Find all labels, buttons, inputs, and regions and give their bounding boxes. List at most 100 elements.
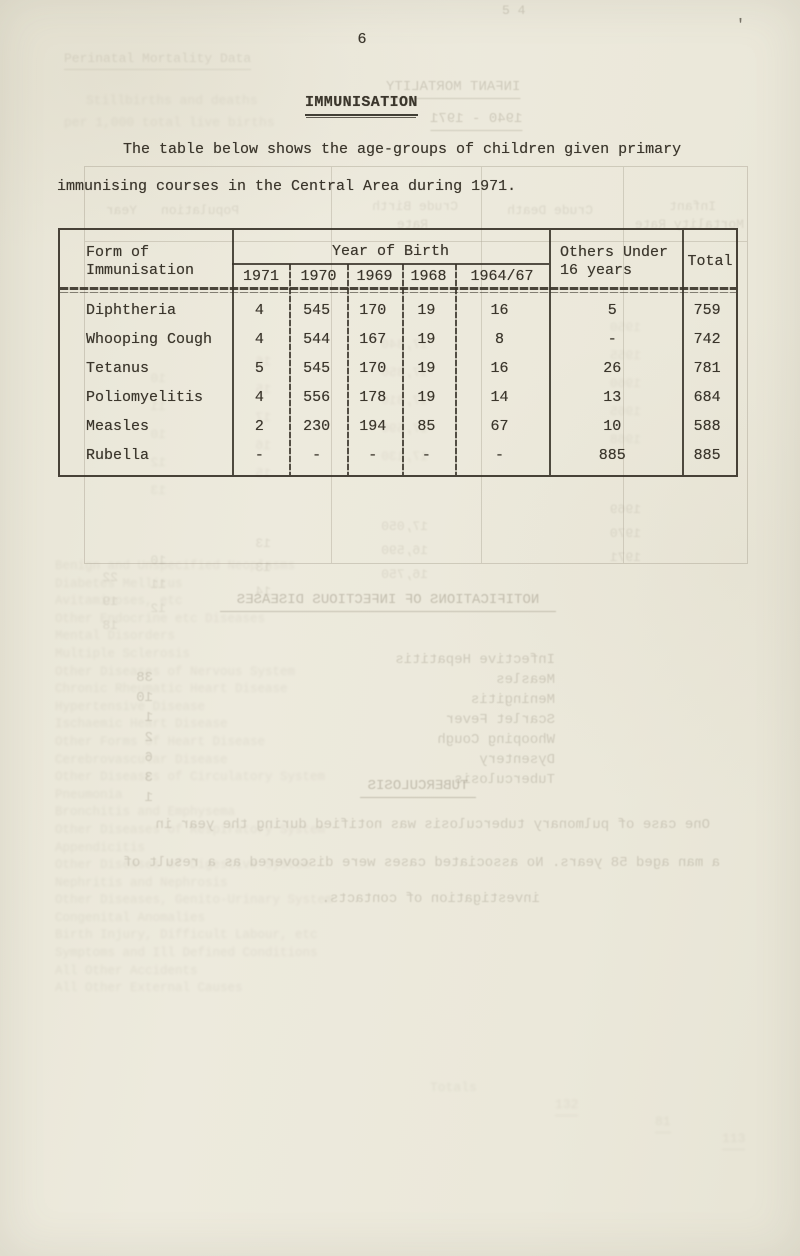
cell: 5 xyxy=(607,302,617,319)
intro-paragraph-line2: immunising courses in the Central Area d… xyxy=(57,178,517,195)
bleed-totals-value: 113 xyxy=(722,1130,746,1150)
bleed-list-item: Benign and Unspecified Neoplasms xyxy=(55,559,296,573)
bleed-list-item: All Other Accidents xyxy=(55,963,198,978)
cell: 8 xyxy=(494,331,504,348)
table-rule xyxy=(232,230,234,475)
cell: - xyxy=(254,447,264,464)
bleed-list-item: Other Diseases, Genito-Urinary System xyxy=(55,893,333,908)
bleed-list-item: Multiple Sclerosis xyxy=(55,646,191,661)
table-rule xyxy=(347,264,349,475)
bleed-list-item: Congenital Anomalies xyxy=(55,910,206,925)
bleed-list-item: Other Endocrine etc Diseases xyxy=(55,611,266,626)
cell: 13 xyxy=(603,389,622,406)
cell: 178 xyxy=(359,389,387,406)
bleed-list-item: Chronic Rheumatic Heart Disease xyxy=(55,682,288,697)
table-row-poliomyelitis: Poliomyelitis 4 556 178 19 14 13 684 xyxy=(60,383,736,412)
column-header-total: Total xyxy=(687,253,733,270)
bleed-list-item: Birth Injury, Difficult Labour, etc xyxy=(55,928,318,943)
cell: 4 xyxy=(254,389,264,406)
bleed-list-item: Hypertensive Disease xyxy=(55,699,206,714)
cell: - xyxy=(368,447,378,464)
bleed-grid-line xyxy=(481,167,482,563)
cell: 759 xyxy=(693,302,721,319)
table-rule xyxy=(455,264,457,475)
bleed-list-item: Symptoms and Ill Defined Conditions xyxy=(55,946,318,961)
cell: 545 xyxy=(303,360,331,377)
cell: 167 xyxy=(359,331,387,348)
table-rule xyxy=(549,230,551,475)
cell: 170 xyxy=(359,360,387,377)
column-header-form-of: Form of xyxy=(86,244,150,261)
cell: - xyxy=(421,447,431,464)
bleed-totals-label: Totals xyxy=(430,1080,477,1095)
column-header-1970: 1970 xyxy=(300,268,337,285)
bleed-list-item: Cerebrovascular Disease xyxy=(55,752,228,767)
cell: 194 xyxy=(359,418,387,435)
table-rule xyxy=(402,264,404,475)
page-number: 6 xyxy=(357,31,367,48)
bleed-list-item: Mental Disorders xyxy=(55,629,176,644)
cell: 5 xyxy=(254,360,264,377)
cell: 170 xyxy=(359,302,387,319)
table-rule xyxy=(682,230,684,475)
table-body: Diphtheria 4 545 170 19 16 5 759 Whoopin… xyxy=(60,296,736,470)
table-rule xyxy=(232,263,549,265)
bleed-totals-value: 81 xyxy=(655,1113,671,1133)
row-label: Poliomyelitis xyxy=(86,389,204,406)
cell: 14 xyxy=(490,389,509,406)
bleed-list-item: Other Diseases of Respiratory System xyxy=(55,822,326,837)
bleed-list-item: Pneumonia xyxy=(55,787,123,802)
bleed-grid-line xyxy=(85,241,747,242)
cell: 2 xyxy=(254,418,264,435)
table-rule xyxy=(60,287,736,290)
table-row-whooping-cough: Whooping Cough 4 544 167 19 8 - 742 xyxy=(60,325,736,354)
column-header-immunisation: Immunisation xyxy=(86,262,195,279)
bleed-list-item: Other Forms of Heart Disease xyxy=(55,734,266,749)
column-header-others-line1: Others Under xyxy=(560,244,669,261)
intro-paragraph-line1: The table below shows the age-groups of … xyxy=(123,141,682,158)
table-rule xyxy=(60,291,736,293)
cell: 4 xyxy=(254,302,264,319)
bleed-table-grid xyxy=(84,166,748,564)
cell: 4 xyxy=(254,331,264,348)
cell: - xyxy=(607,331,617,348)
cell: 545 xyxy=(303,302,331,319)
cell: 885 xyxy=(693,447,721,464)
row-label: Whooping Cough xyxy=(86,331,213,348)
bleed-list-item: Other Diseases of Circulatory System xyxy=(55,770,326,785)
column-group-header-year-of-birth: Year of Birth xyxy=(331,243,450,260)
table-rule xyxy=(289,264,291,475)
row-label: Measles xyxy=(86,418,150,435)
cell: 556 xyxy=(303,389,331,406)
bleed-list-item: Ischaemic Heart Disease xyxy=(55,717,228,732)
bleed-perinatal-heading: Perinatal Mortality Data xyxy=(64,50,252,70)
bleed-list-item: Avitaminoses, etc xyxy=(55,594,183,609)
column-header-others-line2: 16 years xyxy=(560,262,633,279)
cell: - xyxy=(494,447,504,464)
column-header-1969: 1969 xyxy=(356,268,393,285)
cell: 19 xyxy=(417,360,436,377)
bleed-totals-row: Totals 132 81 113 xyxy=(0,1062,800,1150)
bleed-list-item: All Other External Causes xyxy=(55,981,243,996)
row-label: Rubella xyxy=(86,447,150,464)
cell: 26 xyxy=(603,360,622,377)
bleed-totals-value: 132 xyxy=(555,1096,579,1116)
cell: 230 xyxy=(303,418,331,435)
cell: 885 xyxy=(598,447,626,464)
cell: 67 xyxy=(490,418,509,435)
bleed-list-item: Other Diseases of Nervous System xyxy=(55,664,296,679)
bleed-list-item: Nephritis and Nephrosis xyxy=(55,875,228,890)
cell: 85 xyxy=(417,418,436,435)
cell: 19 xyxy=(417,331,436,348)
bleed-list-item: Bronchitis and Emphysema xyxy=(55,805,236,820)
document-title: IMMUNISATION xyxy=(305,94,418,118)
bleed-grid-line xyxy=(331,167,332,563)
bleed-list-item: Diabetes Mellitus xyxy=(55,576,183,591)
bleed-list-item: Appendicitis xyxy=(55,840,146,855)
column-header-1964-67: 1964/67 xyxy=(470,268,534,285)
table-row-tetanus: Tetanus 5 545 170 19 16 26 781 xyxy=(60,354,736,383)
row-label: Tetanus xyxy=(86,360,150,377)
table-row-rubella: Rubella - - - - - 885 885 xyxy=(60,441,736,470)
